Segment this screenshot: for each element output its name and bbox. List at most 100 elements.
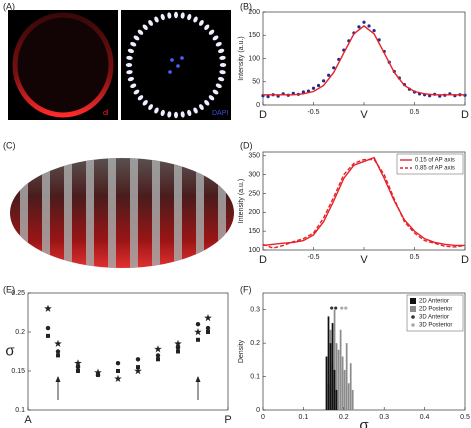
band <box>20 158 28 268</box>
bands <box>20 158 226 268</box>
nucleus <box>180 12 185 19</box>
bar <box>345 343 348 410</box>
bar <box>341 356 344 410</box>
point <box>316 83 321 88</box>
y-tick-label: 350 <box>248 153 260 160</box>
nucleus <box>142 24 148 30</box>
nucleus <box>127 76 135 82</box>
x-tick-label: 0.3 <box>379 414 389 421</box>
y-axis-label: σ <box>5 342 15 359</box>
bar <box>331 323 334 410</box>
point <box>134 367 142 375</box>
point <box>136 365 140 370</box>
point <box>115 361 121 366</box>
x-tick-label: -0.5 <box>307 109 319 116</box>
x-tick-label: D <box>259 109 267 121</box>
nucleus <box>180 111 185 118</box>
band <box>86 158 94 268</box>
y-tick-label: 0 <box>256 407 260 414</box>
nucleus <box>215 83 222 89</box>
legend-swatch <box>410 298 416 304</box>
spot <box>180 56 184 60</box>
point <box>322 79 326 83</box>
point <box>327 73 331 77</box>
bar <box>335 389 338 410</box>
point <box>154 345 162 353</box>
legend-swatch <box>410 306 416 312</box>
nucleus <box>208 95 215 101</box>
nucleus <box>130 83 137 89</box>
nucleus <box>217 48 225 54</box>
y-tick-label: 0.1 <box>250 373 260 380</box>
nucleus <box>208 29 215 35</box>
nucleus <box>215 41 222 47</box>
x-tick-label: 0.5 <box>460 414 470 421</box>
y-tick-label: 300 <box>248 171 260 178</box>
point <box>45 325 51 331</box>
panel-label: (B) <box>240 1 252 11</box>
y-tick-label: 0 <box>256 102 260 109</box>
y-tick-label: 50 <box>252 79 260 86</box>
caption-dl: dl <box>103 110 109 117</box>
panel-label: (F) <box>240 284 252 294</box>
point <box>176 349 180 354</box>
point <box>114 374 122 383</box>
point <box>372 29 376 33</box>
point <box>332 66 336 70</box>
axes-frame <box>262 292 466 411</box>
y-tick-label: 0.2 <box>15 329 25 336</box>
spot <box>176 64 180 68</box>
nucleus <box>148 20 154 26</box>
bar <box>329 343 332 410</box>
nucleus <box>154 16 159 23</box>
panel-label: (D) <box>240 140 253 150</box>
point <box>195 322 201 327</box>
legend-label: 2D Posterior <box>419 307 452 313</box>
nucleus <box>160 13 165 21</box>
y-axis-label: Intensity (a.u.) <box>238 36 245 80</box>
y-tick-label: 0.3 <box>250 307 260 314</box>
nucleus <box>174 111 178 119</box>
point <box>334 306 338 310</box>
x-tick-label: V <box>360 254 368 266</box>
nucleus <box>212 35 219 41</box>
y-tick-label: 100 <box>248 247 260 254</box>
band <box>196 158 204 268</box>
spot <box>168 70 172 74</box>
nucleus <box>193 107 198 114</box>
point <box>194 328 202 336</box>
point <box>204 313 212 322</box>
bar <box>333 309 336 410</box>
point <box>94 368 102 376</box>
nucleus <box>219 63 227 67</box>
nucleus <box>193 16 198 23</box>
point <box>75 364 81 370</box>
y-tick-label: 0.15 <box>11 368 25 375</box>
band <box>42 158 50 268</box>
band <box>108 158 116 268</box>
point <box>367 24 371 28</box>
nucleus <box>133 35 140 41</box>
point <box>205 325 211 331</box>
panel-label: (E) <box>3 284 15 294</box>
nucleus <box>204 100 210 106</box>
nucleus <box>198 104 204 110</box>
nucleus <box>154 107 159 114</box>
x-tick-label: D <box>259 254 267 266</box>
nucleus <box>174 11 178 19</box>
nuclei <box>125 11 227 119</box>
panel-label: (A) <box>3 1 15 11</box>
band <box>152 158 160 268</box>
bar <box>339 329 342 410</box>
bar <box>325 356 328 410</box>
nucleus <box>212 89 219 95</box>
point <box>301 90 305 94</box>
point <box>174 339 182 347</box>
point <box>175 345 181 350</box>
point <box>340 306 344 310</box>
line <box>263 25 465 96</box>
bar <box>349 363 352 410</box>
bar <box>333 369 336 410</box>
legend-label: 0.85 of AP axis <box>415 166 455 172</box>
